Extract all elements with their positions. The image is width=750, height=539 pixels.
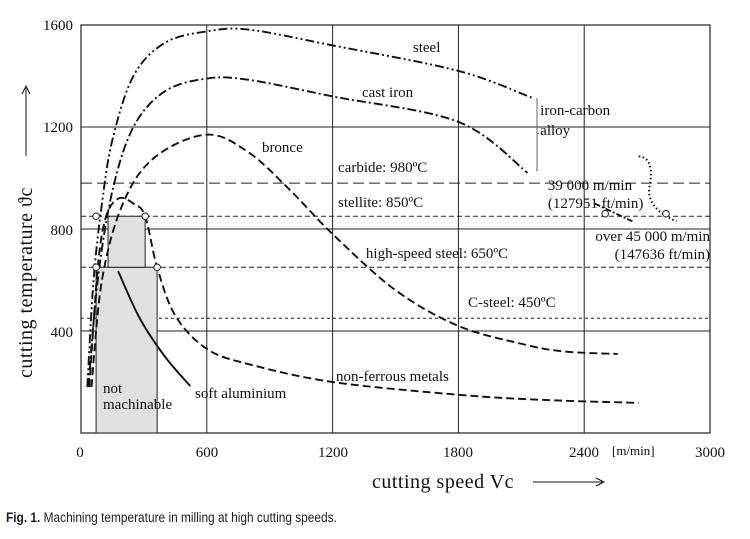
label-carbide: carbide: 980ºC <box>338 160 427 176</box>
y-axis-label: cutting temperature ϑc <box>15 187 37 378</box>
region-lower <box>95 266 158 434</box>
series-lines <box>86 27 639 404</box>
labels: steel cast iron bronce non-ferrous metal… <box>15 18 725 493</box>
label-stellite: stellite: 850ºC <box>338 195 423 211</box>
x-tick-600: 600 <box>196 445 219 461</box>
label-hss: high-speed steel: 650ºC <box>366 246 508 262</box>
extras <box>92 98 677 272</box>
y-tick-1200: 1200 <box>43 120 73 136</box>
cast-iron-line <box>87 76 529 388</box>
x-tick-1200: 1200 <box>318 445 348 461</box>
temperature-chart: steel cast iron bronce non-ferrous metal… <box>15 18 725 493</box>
label-147636: (147636 ft/min) <box>615 247 710 263</box>
figure-caption: Fig. 1. Machining temperature in milling… <box>6 510 337 525</box>
label-not: not <box>103 381 123 397</box>
label-machinable: machinable <box>103 397 172 413</box>
label-127951: (127951 ft/min) <box>548 196 643 212</box>
marker-circle <box>153 263 161 272</box>
x-tick-1800: 1800 <box>443 445 473 461</box>
iron-carbon-bracket <box>535 98 540 171</box>
bronce-line <box>90 133 618 388</box>
label-alloy: alloy <box>540 123 570 139</box>
label-steel: steel <box>413 40 441 56</box>
label-iron-carbon: iron-carbon <box>540 103 610 119</box>
45000-speed-line <box>638 155 677 223</box>
label-45000: over 45 000 m/min <box>595 229 710 245</box>
not-machinable-region <box>95 215 158 434</box>
caption-text: Machining temperature in milling at high… <box>40 510 337 525</box>
label-non-ferrous: non-ferrous metals <box>336 369 449 385</box>
x-tick-2400: 2400 <box>569 445 599 461</box>
region-upper <box>107 215 146 268</box>
label-bronce: bronce <box>262 140 303 156</box>
marker-circle <box>141 212 149 221</box>
non-ferrous-line <box>88 196 639 404</box>
label-cast-iron: cast iron <box>362 85 414 101</box>
y-axis-arrow-head <box>21 84 31 95</box>
marker-circle <box>92 263 100 272</box>
marker-circle <box>92 212 100 221</box>
label-soft-aluminium: soft aluminium <box>195 386 287 402</box>
caption-label: Fig. 1. <box>6 510 41 525</box>
soft-aluminium-line <box>117 270 191 387</box>
label-c-steel: C-steel: 450ºC <box>468 295 556 311</box>
x-tick-3000: 3000 <box>695 445 725 461</box>
y-tick-800: 800 <box>51 223 74 239</box>
y-tick-1600: 1600 <box>43 18 73 34</box>
x-axis-arrow-head <box>595 477 606 487</box>
y-tick-400: 400 <box>51 325 74 341</box>
marker-circle <box>601 209 609 218</box>
x-unit: [m/min] <box>612 443 655 458</box>
39000-speed-line <box>594 202 633 223</box>
label-39000: 39 000 m/min <box>548 178 633 194</box>
marker-circle <box>662 209 670 218</box>
x-axis-label: cutting speed Vc <box>372 471 514 493</box>
x-tick-0: 0 <box>76 445 84 461</box>
